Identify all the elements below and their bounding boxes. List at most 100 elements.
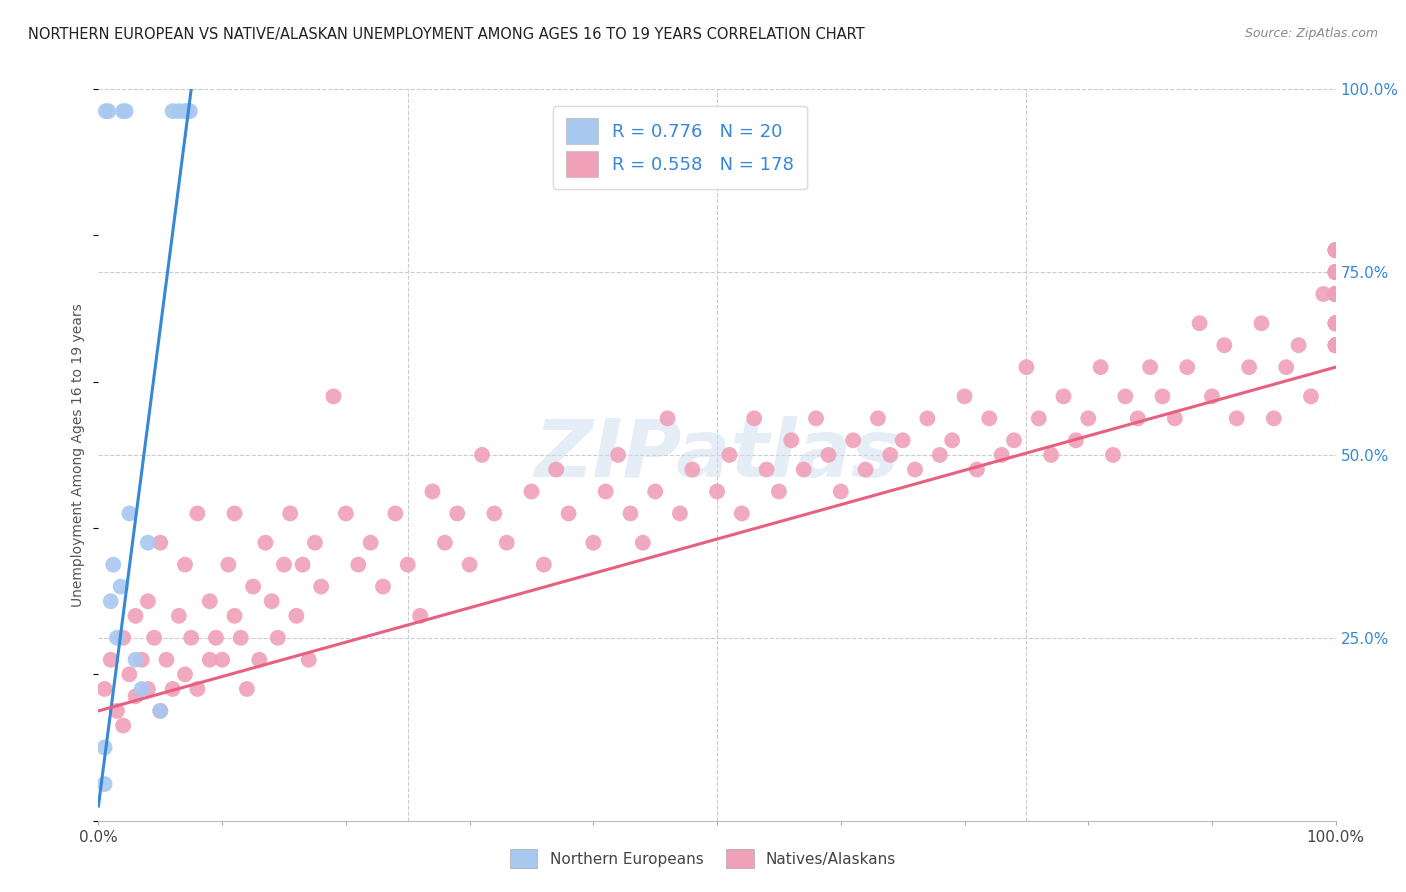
Point bbox=[1324, 316, 1347, 330]
Point bbox=[1324, 243, 1347, 257]
Point bbox=[718, 448, 741, 462]
Point bbox=[105, 704, 128, 718]
Point bbox=[1324, 338, 1347, 352]
Point bbox=[224, 507, 246, 521]
Point bbox=[941, 434, 963, 448]
Point bbox=[458, 558, 481, 572]
Point bbox=[347, 558, 370, 572]
Point bbox=[1324, 316, 1347, 330]
Point bbox=[211, 653, 233, 667]
Point bbox=[100, 653, 122, 667]
Point bbox=[433, 535, 456, 549]
Point bbox=[1324, 316, 1347, 330]
Point bbox=[1324, 265, 1347, 279]
Point bbox=[124, 690, 146, 704]
Point bbox=[100, 594, 122, 608]
Point bbox=[174, 667, 197, 681]
Point bbox=[1114, 389, 1136, 403]
Point bbox=[136, 594, 159, 608]
Point bbox=[1324, 265, 1347, 279]
Point bbox=[155, 653, 177, 667]
Point bbox=[780, 434, 803, 448]
Point bbox=[105, 631, 128, 645]
Point bbox=[1324, 243, 1347, 257]
Point bbox=[979, 411, 1001, 425]
Point bbox=[224, 608, 246, 623]
Point bbox=[1250, 316, 1272, 330]
Point bbox=[1324, 316, 1347, 330]
Point bbox=[1324, 287, 1347, 301]
Point bbox=[990, 448, 1012, 462]
Point bbox=[1324, 338, 1347, 352]
Point bbox=[176, 104, 198, 119]
Point bbox=[891, 434, 914, 448]
Point bbox=[879, 448, 901, 462]
Point bbox=[1324, 265, 1347, 279]
Point bbox=[162, 104, 184, 119]
Point bbox=[1324, 287, 1347, 301]
Point bbox=[1324, 265, 1347, 279]
Point bbox=[1324, 338, 1347, 352]
Point bbox=[1324, 265, 1347, 279]
Point bbox=[793, 462, 815, 476]
Point bbox=[1102, 448, 1125, 462]
Point bbox=[97, 104, 120, 119]
Point bbox=[396, 558, 419, 572]
Point bbox=[112, 631, 135, 645]
Point bbox=[186, 681, 208, 696]
Point bbox=[124, 608, 146, 623]
Point bbox=[103, 558, 125, 572]
Point bbox=[110, 580, 132, 594]
Point bbox=[94, 104, 117, 119]
Point bbox=[360, 535, 382, 549]
Point bbox=[1324, 287, 1347, 301]
Point bbox=[966, 462, 988, 476]
Point bbox=[1324, 265, 1347, 279]
Text: NORTHERN EUROPEAN VS NATIVE/ALASKAN UNEMPLOYMENT AMONG AGES 16 TO 19 YEARS CORRE: NORTHERN EUROPEAN VS NATIVE/ALASKAN UNEM… bbox=[28, 27, 865, 42]
Point bbox=[1324, 265, 1347, 279]
Point bbox=[1175, 360, 1198, 375]
Point bbox=[1324, 265, 1347, 279]
Point bbox=[174, 104, 197, 119]
Point bbox=[669, 507, 692, 521]
Point bbox=[131, 681, 153, 696]
Point bbox=[904, 462, 927, 476]
Point bbox=[112, 104, 135, 119]
Point bbox=[619, 507, 641, 521]
Point bbox=[768, 484, 790, 499]
Point bbox=[1324, 287, 1347, 301]
Point bbox=[1213, 338, 1236, 352]
Point bbox=[124, 653, 146, 667]
Point bbox=[1324, 287, 1347, 301]
Point bbox=[533, 558, 555, 572]
Point bbox=[1226, 411, 1249, 425]
Point bbox=[1324, 316, 1347, 330]
Point bbox=[1324, 265, 1347, 279]
Point bbox=[631, 535, 654, 549]
Point bbox=[242, 580, 264, 594]
Point bbox=[118, 507, 141, 521]
Point bbox=[236, 681, 259, 696]
Point bbox=[1040, 448, 1063, 462]
Point bbox=[1201, 389, 1223, 403]
Point bbox=[1139, 360, 1161, 375]
Point bbox=[866, 411, 889, 425]
Point bbox=[917, 411, 939, 425]
Point bbox=[484, 507, 506, 521]
Point bbox=[1090, 360, 1112, 375]
Point bbox=[278, 507, 301, 521]
Point bbox=[149, 704, 172, 718]
Point bbox=[1028, 411, 1050, 425]
Point bbox=[162, 681, 184, 696]
Point bbox=[582, 535, 605, 549]
Point bbox=[1324, 287, 1347, 301]
Point bbox=[1324, 243, 1347, 257]
Point bbox=[1324, 265, 1347, 279]
Point bbox=[731, 507, 754, 521]
Point bbox=[174, 558, 197, 572]
Point bbox=[167, 608, 190, 623]
Point bbox=[471, 448, 494, 462]
Point bbox=[304, 535, 326, 549]
Point bbox=[198, 594, 221, 608]
Point bbox=[1324, 338, 1347, 352]
